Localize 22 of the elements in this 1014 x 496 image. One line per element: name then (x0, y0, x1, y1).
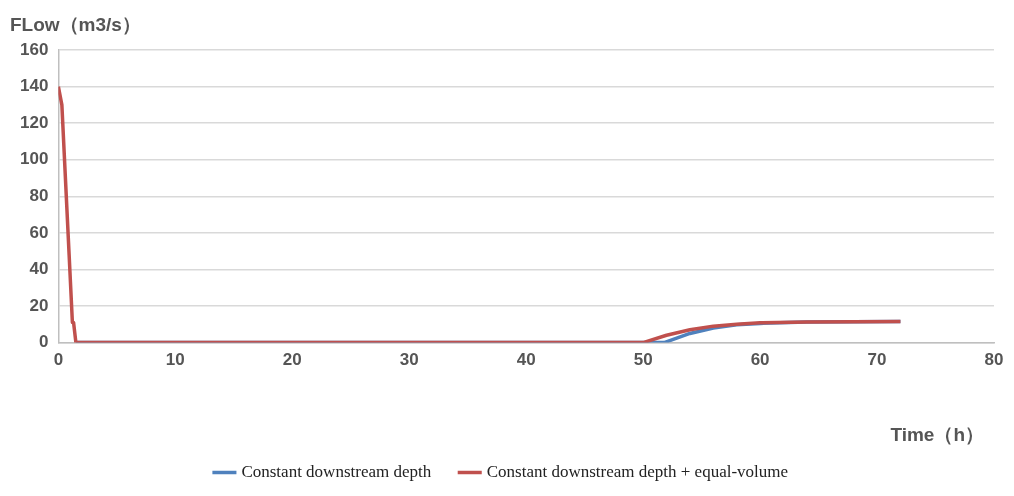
x-tick-label: 70 (867, 350, 887, 370)
x-tick-label: 80 (984, 350, 1004, 370)
y-tick-label: 120 (19, 112, 49, 132)
y-tick-label: 140 (19, 76, 49, 96)
x-tick-label: 50 (633, 350, 653, 370)
x-tick-label: 60 (750, 350, 770, 370)
x-tick-label: 10 (165, 350, 185, 370)
y-axis-title: FLow（m3/s） (10, 13, 141, 37)
y-tick-label: 160 (19, 39, 49, 59)
legend-label: Constant downstream depth (241, 461, 432, 481)
x-tick-label: 40 (516, 350, 536, 370)
y-tick-label: 20 (29, 295, 49, 315)
x-tick-label: 0 (53, 350, 64, 370)
y-tick-label: 40 (29, 259, 49, 279)
y-tick-label: 100 (19, 149, 49, 169)
x-tick-label: 30 (399, 350, 419, 370)
y-tick-label: 60 (29, 222, 49, 242)
x-tick-label: 20 (282, 350, 302, 370)
y-tick-label: 80 (29, 185, 49, 205)
y-tick-label: 0 (38, 332, 49, 352)
legend-label: Constant downstream depth + equal-volume (486, 461, 789, 481)
x-axis-title: Time（h） (890, 423, 984, 447)
